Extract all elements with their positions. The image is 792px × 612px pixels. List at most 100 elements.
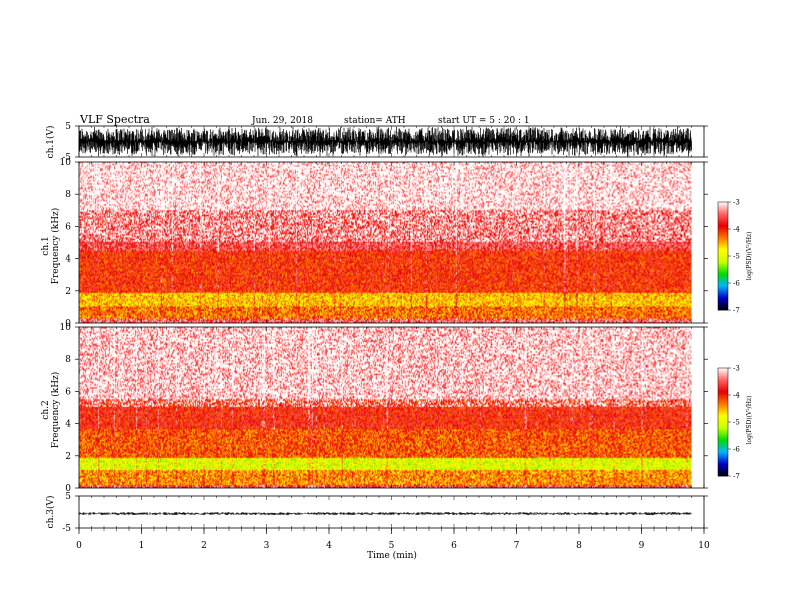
colorbar-segment bbox=[718, 408, 728, 411]
colorbar-segment bbox=[718, 400, 728, 403]
colorbar-segment bbox=[718, 258, 728, 261]
colorbar-segment bbox=[718, 219, 728, 222]
ch1-spec-label: ch.1 bbox=[41, 236, 51, 255]
colorbar-segment bbox=[718, 247, 728, 250]
colorbar-segment bbox=[718, 261, 728, 264]
colorbar-segment bbox=[718, 211, 728, 214]
colorbar-segment bbox=[718, 230, 728, 233]
colorbar-segment bbox=[718, 245, 728, 247]
colorbar-segment bbox=[718, 385, 728, 388]
p3-spec-ytick-label: 2 bbox=[65, 452, 71, 462]
ch1-spectrogram-panel: 0 2 4 6 8 10 bbox=[60, 158, 708, 329]
colorbar-segment bbox=[718, 269, 728, 272]
colorbar-segment bbox=[718, 397, 728, 400]
colorbar-segment bbox=[718, 237, 728, 239]
colorbar-segment bbox=[718, 202, 728, 204]
colorbar-segment bbox=[718, 412, 728, 415]
colorbar-segment bbox=[718, 295, 728, 297]
date-label: Jun. 29, 2018 bbox=[251, 116, 313, 126]
ch2-spectrogram-panel: 0 2 4 6 8 10 bbox=[60, 323, 708, 494]
colorbar-tick-label: -4 bbox=[733, 392, 740, 400]
colorbar-segment bbox=[718, 231, 728, 234]
p2-spec-ytick-label: 0 bbox=[65, 319, 71, 329]
spectrogram-image bbox=[79, 162, 692, 323]
colorbar-segment bbox=[718, 420, 728, 423]
p2-spec-ytick-label: 6 bbox=[65, 222, 71, 232]
time-tick-label: 5 bbox=[389, 541, 395, 551]
colorbar-tick-label: -5 bbox=[733, 419, 740, 427]
colorbar-segment bbox=[718, 374, 728, 377]
colorbar-segment bbox=[718, 277, 728, 280]
colorbar-segment bbox=[718, 226, 728, 229]
colorbar-segment bbox=[718, 373, 728, 376]
colorbar-segment bbox=[718, 287, 728, 289]
colorbar-tick-label: -3 bbox=[733, 199, 740, 207]
ch1-signal-trace bbox=[78, 126, 692, 157]
ch3-voltage-label: ch.3(V) bbox=[45, 496, 56, 529]
colorbar-segment bbox=[718, 303, 728, 305]
ch1-frequency-label: Frequency (kHz) bbox=[50, 208, 61, 285]
colorbar-tick-label: -7 bbox=[733, 307, 740, 315]
colorbar-segment bbox=[718, 280, 728, 283]
colorbar-segment bbox=[718, 444, 728, 447]
time-tick-label: 2 bbox=[201, 541, 207, 551]
colorbar-segment bbox=[718, 473, 728, 476]
colorbar-segment bbox=[718, 378, 728, 381]
ch3-waveform-panel: 5 -5 bbox=[62, 492, 708, 534]
colorbar-segment bbox=[718, 264, 728, 266]
colorbar-segment bbox=[718, 416, 728, 419]
colorbar-segment bbox=[718, 256, 728, 258]
colorbar-segment bbox=[718, 206, 728, 208]
colorbar-segment bbox=[718, 399, 728, 401]
colorbar-segment bbox=[718, 443, 728, 446]
ch2-colorbar-label: log(PSD)(V²/Hz) bbox=[746, 396, 753, 445]
colorbar-segment bbox=[718, 459, 728, 462]
colorbar-segment bbox=[718, 465, 728, 467]
colorbar-segment bbox=[718, 407, 728, 409]
colorbar-segment bbox=[718, 381, 728, 384]
ch3-waveform-ytick-label: -5 bbox=[62, 524, 71, 534]
p3-spec-ytick-label: 0 bbox=[65, 484, 71, 494]
colorbar-segment bbox=[718, 377, 728, 380]
colorbar-segment bbox=[718, 301, 728, 304]
colorbar-segment bbox=[718, 411, 728, 413]
p2-spec-ytick-label: 10 bbox=[60, 158, 72, 168]
ch1-waveform-ytick-label: -5 bbox=[62, 153, 71, 163]
colorbar-tick-label: -3 bbox=[733, 365, 740, 373]
colorbar-segment bbox=[718, 281, 728, 284]
colorbar-segment bbox=[718, 223, 728, 226]
colorbar-segment bbox=[718, 308, 728, 311]
colorbar-segment bbox=[718, 386, 728, 389]
colorbar-segment bbox=[718, 296, 728, 299]
p3-spec-ytick-label: 10 bbox=[60, 323, 72, 333]
ch1-waveform-panel: 5 -5 bbox=[62, 122, 708, 163]
colorbar-segment bbox=[718, 291, 728, 293]
colorbar-segment bbox=[718, 220, 728, 223]
colorbar-segment bbox=[718, 428, 728, 431]
time-axis: 0 1 2 3 4 5 6 7 8 9 10 bbox=[76, 528, 710, 551]
colorbar-segment bbox=[718, 382, 728, 385]
colorbar-segment bbox=[718, 300, 728, 303]
colorbar-segment bbox=[718, 257, 728, 260]
colorbar-segment bbox=[718, 384, 728, 386]
colorbar-segment bbox=[718, 266, 728, 269]
colorbar-segment bbox=[718, 419, 728, 422]
colorbar-segment bbox=[718, 368, 728, 370]
colorbar-segment bbox=[718, 235, 728, 238]
colorbar-segment bbox=[718, 243, 728, 246]
colorbar-segment bbox=[718, 241, 728, 243]
colorbar-segment bbox=[718, 434, 728, 436]
colorbar-segment bbox=[718, 393, 728, 396]
colorbar-segment bbox=[718, 469, 728, 471]
colorbar-segment bbox=[718, 288, 728, 291]
colorbar-segment bbox=[718, 376, 728, 378]
colorbar-segment bbox=[718, 438, 728, 440]
colorbar-segment bbox=[718, 251, 728, 254]
colorbar-segment bbox=[718, 297, 728, 300]
colorbar-segment bbox=[718, 272, 728, 274]
colorbar-segment bbox=[718, 466, 728, 469]
colorbar-segment bbox=[718, 224, 728, 227]
colorbar-segment bbox=[718, 210, 728, 212]
time-tick-label: 7 bbox=[514, 541, 520, 551]
colorbar-segment bbox=[718, 246, 728, 249]
